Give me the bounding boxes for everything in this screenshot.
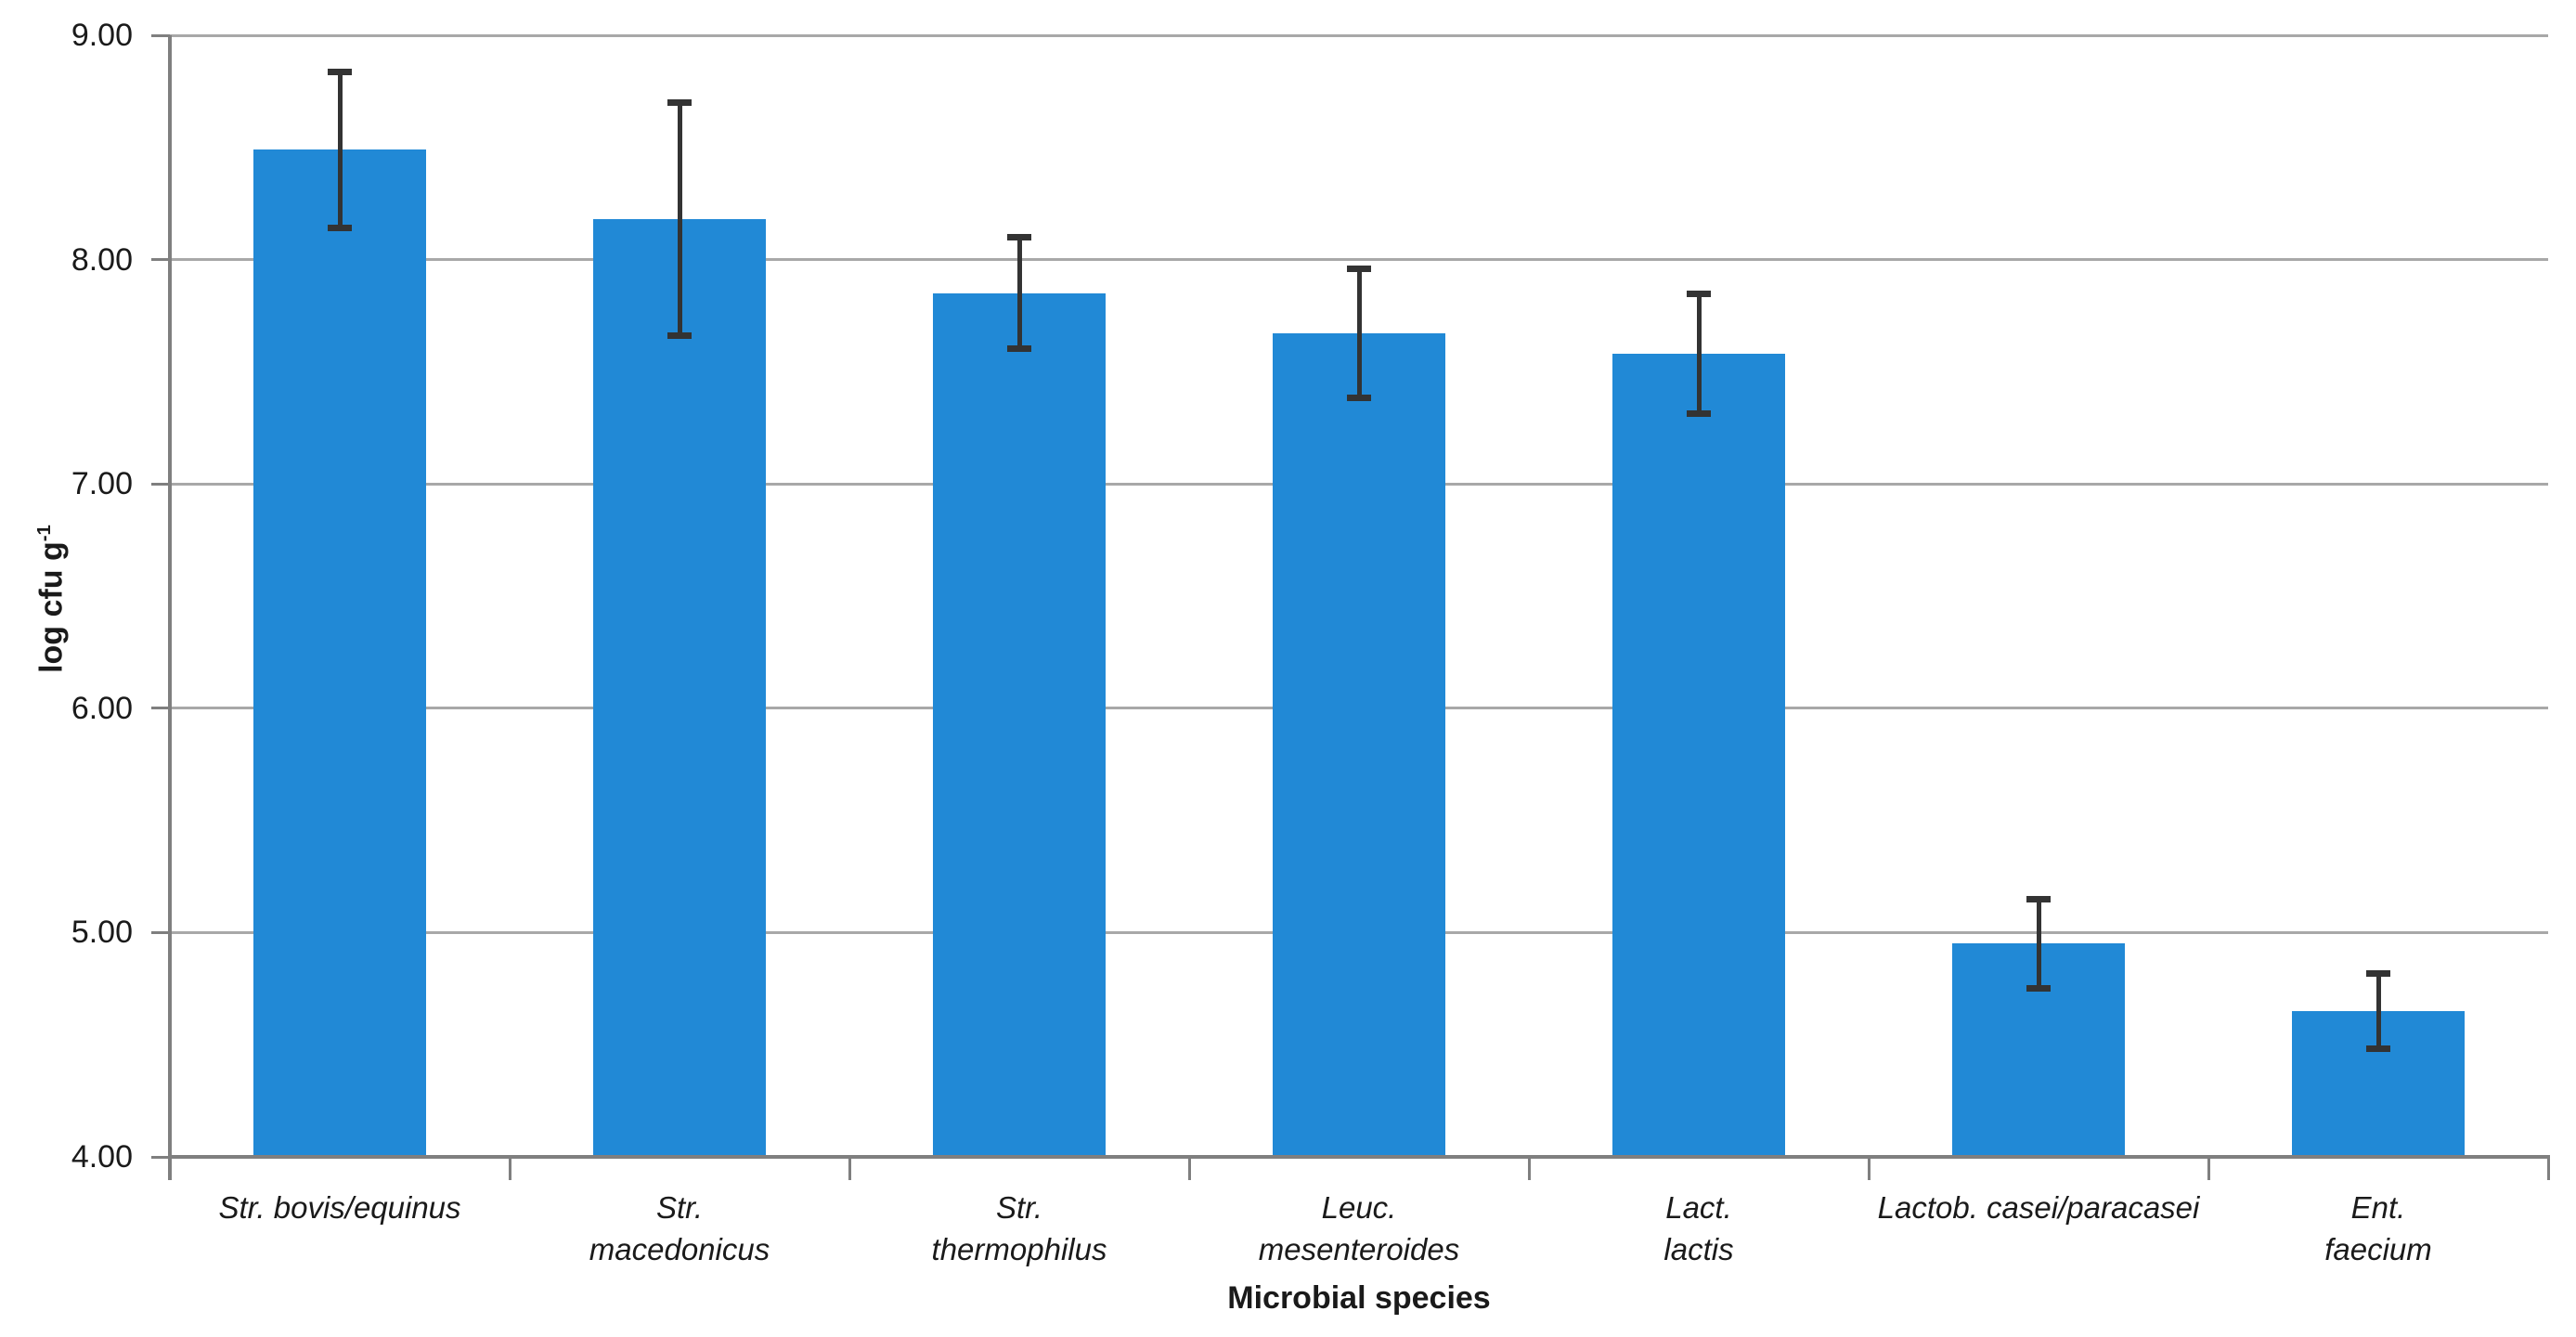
x-tick [2546,1157,2550,1180]
x-tick-label-line: faecium [2324,1232,2432,1266]
error-bar-cap-bottom-2 [667,331,692,339]
gridline [170,258,2548,262]
error-bar-cap-top-5 [1687,290,1711,297]
error-bar-cap-bottom-1 [328,224,352,231]
error-bar-cap-top-1 [328,68,352,75]
x-tick-label-line: Lactob. casei/paracasei [1877,1190,2200,1225]
y-tick-label: 4.00 [71,1139,133,1175]
error-bar-stem-2 [677,102,682,336]
y-tick [151,33,170,37]
error-bar-cap-bottom-4 [1347,395,1371,402]
error-bar-stem-3 [1016,237,1022,350]
gridline [170,33,2548,37]
bar-5 [1612,354,1785,1157]
y-tick-label: 7.00 [71,466,133,502]
x-tick-label-line: Ent. [2350,1190,2406,1225]
error-bar-stem-5 [1696,292,1702,415]
y-tick-label: 5.00 [71,915,133,951]
y-axis-title-superscript: -1 [34,525,55,542]
x-tick-label-line: macedonicus [589,1232,770,1266]
error-bar-stem-6 [2036,899,2041,989]
x-tick [508,1157,511,1180]
x-tick-label-3: Str. thermophilus [849,1187,1189,1270]
error-bar-cap-bottom-5 [1687,410,1711,418]
y-axis-title: log cfu g-1 [24,367,69,831]
x-tick [1187,1157,1191,1180]
x-axis-line [168,1155,2550,1159]
x-tick-label-2: Str. macedonicus [510,1187,849,1270]
y-tick [151,258,170,262]
y-tick [151,1155,170,1159]
error-bar-cap-top-6 [2026,896,2051,903]
y-axis-title-text: log cfu g [33,541,70,673]
error-bar-cap-bottom-3 [1007,345,1031,353]
x-tick [1527,1157,1531,1180]
x-tick [168,1157,172,1180]
y-tick-label: 6.00 [71,690,133,726]
y-tick [151,930,170,934]
x-tick-label-line: thermophilus [931,1232,1107,1266]
x-tick-label-line: mesenteroides [1258,1232,1460,1266]
x-tick [1867,1157,1871,1180]
y-tick [151,482,170,486]
x-tick-label-line: Leuc. [1321,1190,1397,1225]
bar-1 [253,149,426,1157]
error-bar-cap-bottom-6 [2026,984,2051,992]
error-bar-cap-top-7 [2366,969,2390,977]
x-tick-label-7: Ent. faecium [2208,1187,2548,1270]
bar-3 [933,292,1106,1157]
x-tick-label-line: lactis [1663,1232,1734,1266]
x-tick-label-line: Str. [995,1190,1043,1225]
y-tick-label: 9.00 [71,18,133,53]
y-tick-label: 8.00 [71,241,133,278]
error-bar-cap-top-4 [1347,266,1371,273]
y-axis-line [168,35,172,1180]
x-tick-label-line: Str. [655,1190,704,1225]
x-tick-label-5: Lact. lactis [1529,1187,1869,1270]
error-bar-stem-7 [2375,972,2381,1050]
x-tick-label-1: Str. bovis/equinus [170,1187,510,1228]
error-bar-cap-bottom-7 [2366,1045,2390,1053]
x-tick [848,1157,851,1180]
x-tick-label-line: Lact. [1665,1190,1732,1225]
bar-2 [593,219,766,1157]
bar-4 [1273,333,1445,1157]
error-bar-stem-1 [337,71,343,228]
error-bar-cap-top-3 [1007,234,1031,241]
x-tick-label-line: Str. bovis/equinus [218,1190,461,1225]
x-tick [2207,1157,2210,1180]
y-tick [151,707,170,710]
x-tick-label-4: Leuc. mesenteroides [1189,1187,1529,1270]
error-bar-stem-4 [1356,268,1362,399]
x-axis-title: Microbial species [1227,1280,1491,1316]
x-tick-label-6: Lactob. casei/paracasei [1869,1187,2208,1228]
error-bar-cap-top-2 [667,99,692,107]
